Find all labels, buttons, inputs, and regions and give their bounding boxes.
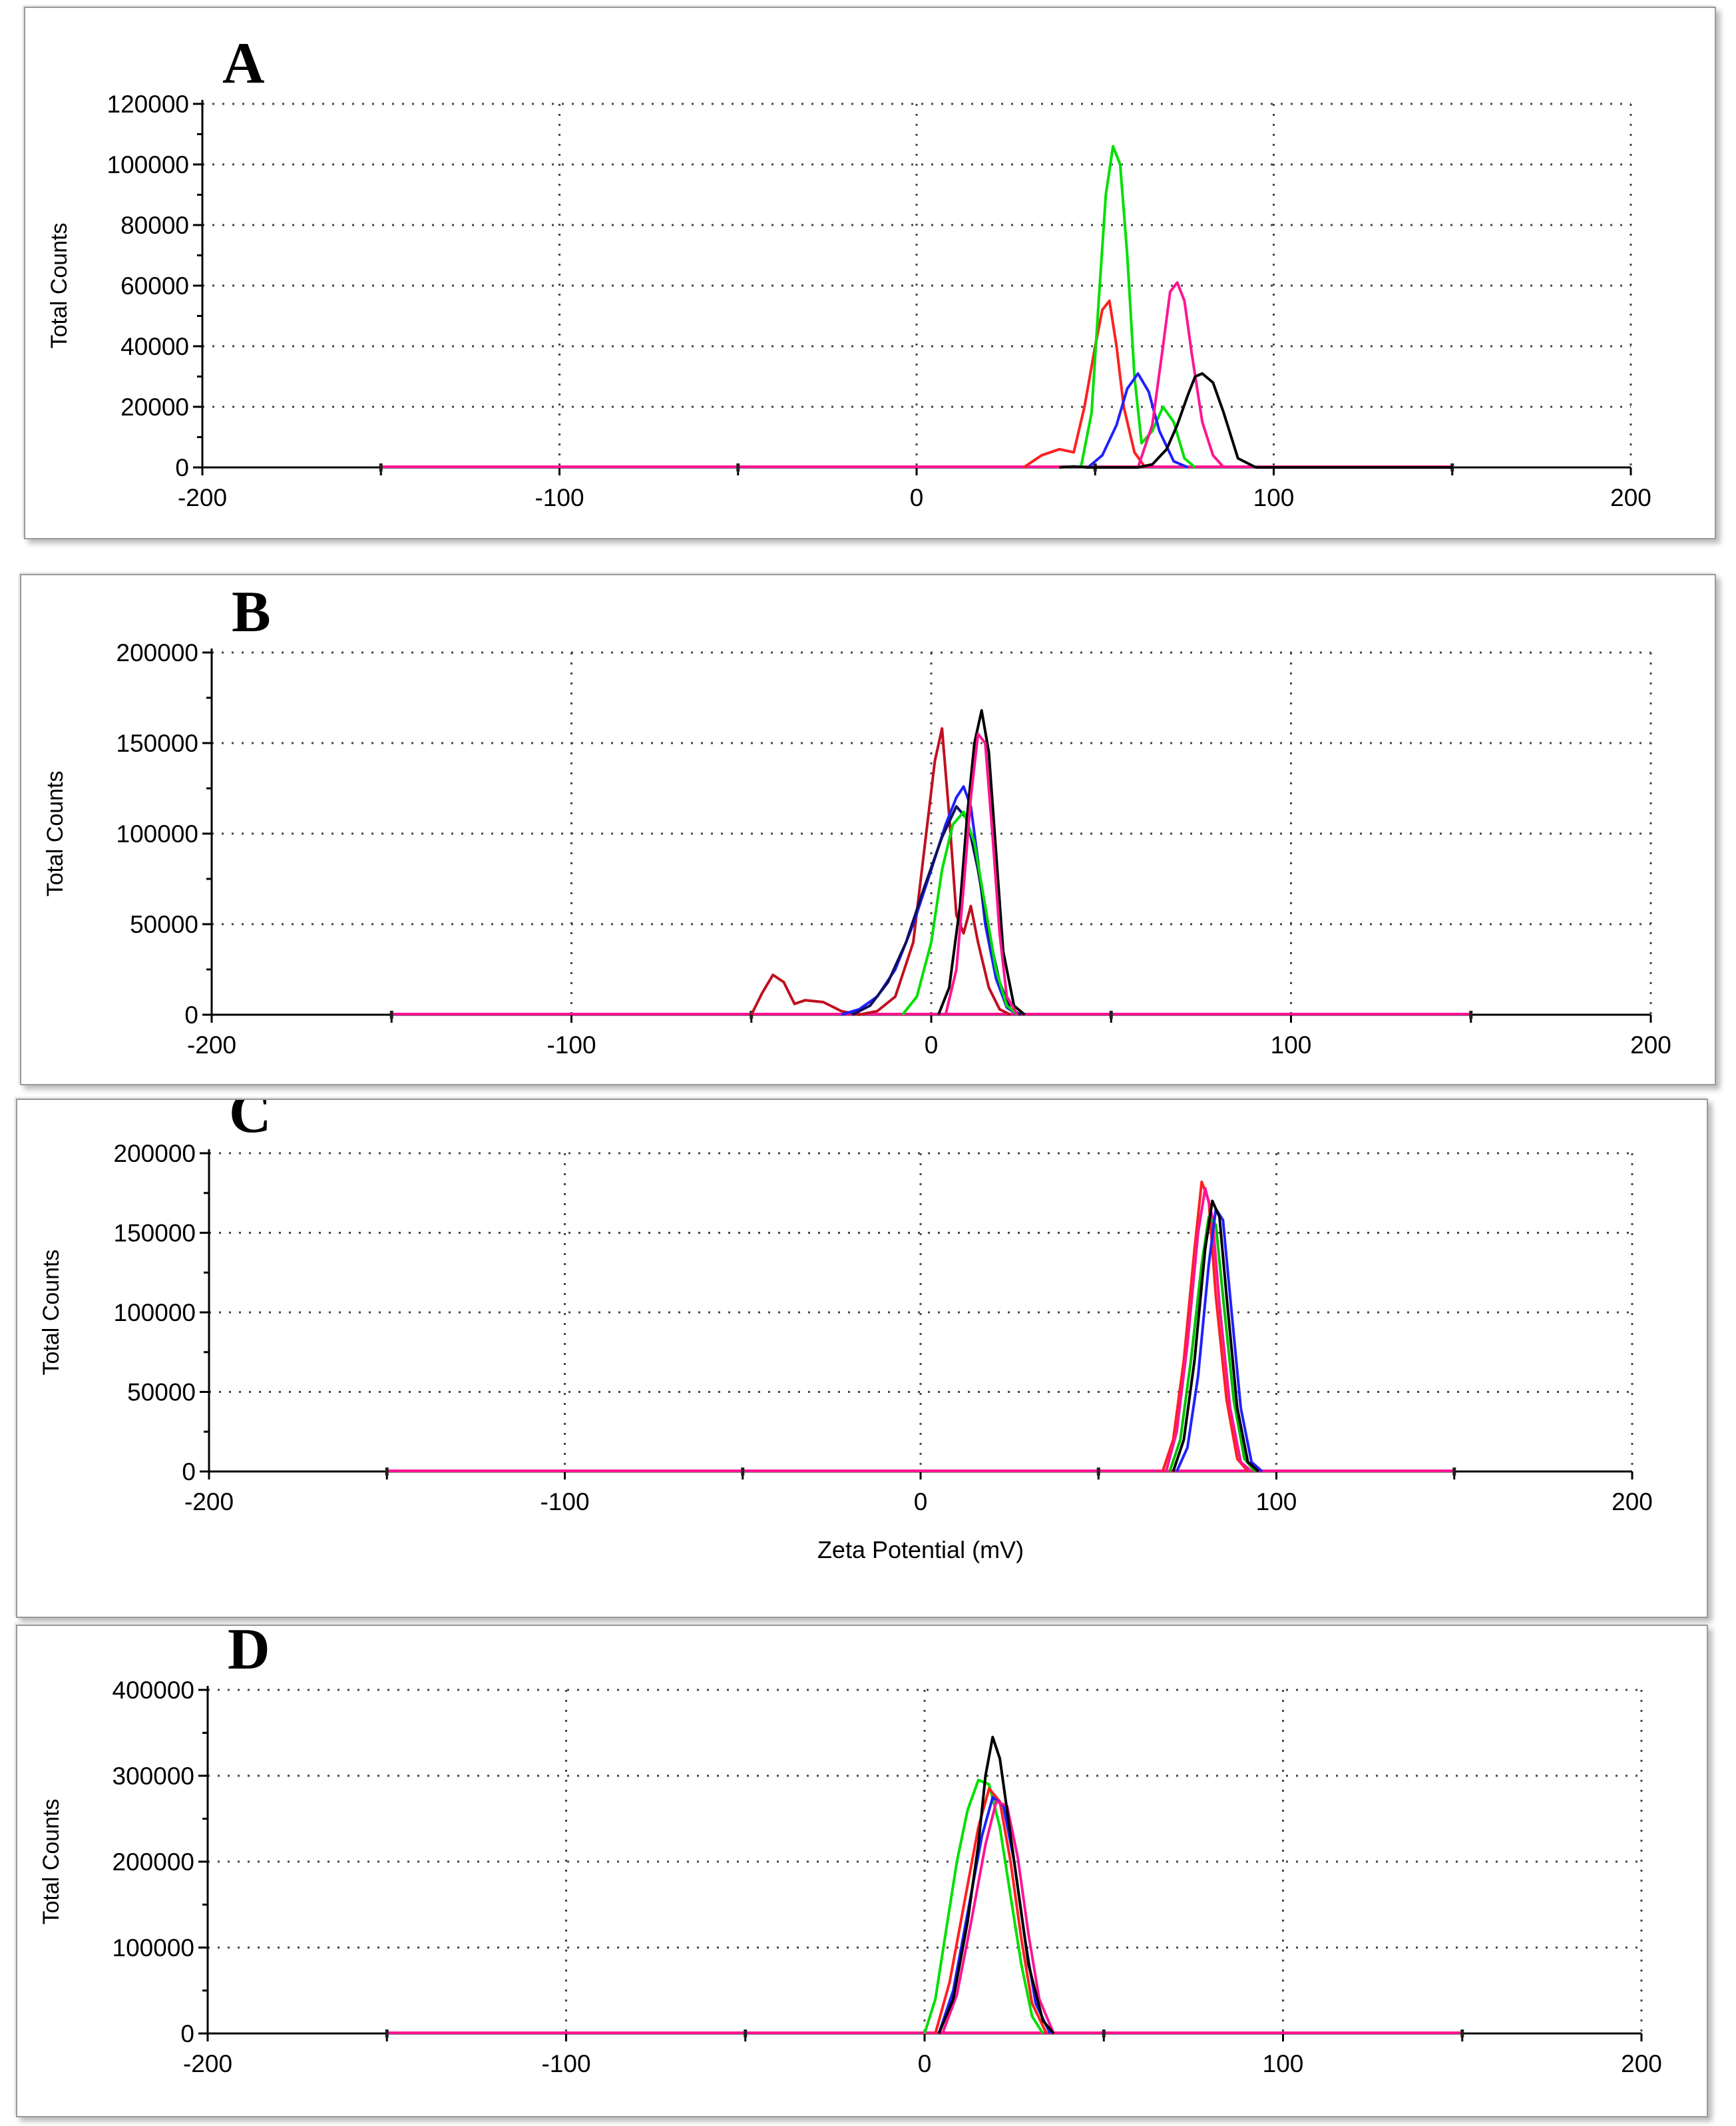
series-line-pink bbox=[1164, 1187, 1253, 1473]
series-line-black bbox=[937, 709, 1026, 1016]
x-tick-label: 200 bbox=[1621, 2050, 1662, 2077]
y-tick-label: 120000 bbox=[107, 91, 189, 118]
panel-a: A 0 20000 40000 60000 80000 100000 120000 -200 -1… bbox=[24, 7, 1716, 539]
y-tick-label: 40000 bbox=[120, 333, 189, 360]
x-tick-label: 0 bbox=[918, 2050, 932, 2077]
series-line-blue bbox=[1087, 372, 1189, 469]
y-tick-label: 0 bbox=[175, 454, 189, 481]
panel-letter: D bbox=[228, 1626, 270, 1682]
y-tick-label: 150000 bbox=[114, 1220, 196, 1247]
x-tick-label: 100 bbox=[1263, 2050, 1304, 2077]
y-tick-label: 300000 bbox=[112, 1762, 194, 1790]
series-line-green bbox=[1168, 1215, 1256, 1473]
y-tick-label: 60000 bbox=[120, 272, 189, 300]
panel-d: D 0 100000 200000 300000 400000 -200 -100 0 100 20… bbox=[16, 1625, 1708, 2117]
x-tick-label: 100 bbox=[1271, 1031, 1312, 1059]
series-line-black bbox=[1172, 1199, 1260, 1473]
chart-a: A 0 20000 40000 60000 80000 100000 120000 -200 -1… bbox=[47, 31, 1651, 511]
y-tick-label: 50000 bbox=[130, 911, 198, 938]
panel-c: C 0 50000 100000 150000 200000 -200 -100 0 100 200… bbox=[16, 1099, 1708, 1618]
y-tick-label: 100000 bbox=[107, 151, 189, 178]
x-tick-label: 0 bbox=[910, 484, 924, 511]
x-tick-label: 0 bbox=[925, 1031, 939, 1059]
series-line-pink bbox=[944, 732, 1019, 1016]
x-tick-label: -200 bbox=[187, 1031, 236, 1059]
y-tick-label: 200000 bbox=[114, 1140, 196, 1167]
x-tick-label: 100 bbox=[1253, 484, 1295, 511]
series-line-red bbox=[934, 1787, 1048, 2034]
y-tick-label: 400000 bbox=[112, 1677, 194, 1704]
y-tick-label: 0 bbox=[180, 2020, 194, 2047]
y-tick-label: 0 bbox=[182, 1458, 196, 1485]
series-line-pink bbox=[1136, 281, 1225, 469]
series-line-black bbox=[937, 1735, 1055, 2035]
series-line-dark-red bbox=[750, 727, 1011, 1016]
x-tick-label: -100 bbox=[540, 1488, 589, 1515]
x-tick-label: 0 bbox=[914, 1488, 928, 1515]
x-tick-label: -100 bbox=[541, 2050, 590, 2077]
series-line-green bbox=[901, 810, 1018, 1016]
panel-letter: A bbox=[222, 31, 265, 96]
x-tick-label: -200 bbox=[184, 1488, 234, 1515]
panel-letter: B bbox=[232, 580, 271, 645]
x-tick-label: -100 bbox=[546, 1031, 596, 1059]
chart-b: B 0 50000 100000 150000 200000 -200 -100 0 100 200… bbox=[43, 580, 1671, 1059]
x-tick-label: 200 bbox=[1630, 1031, 1671, 1059]
series-line-pink bbox=[941, 1800, 1055, 2034]
y-axis-label: Total Counts bbox=[47, 223, 72, 349]
y-tick-label: 100000 bbox=[114, 1299, 196, 1326]
y-tick-label: 200000 bbox=[112, 1848, 194, 1876]
x-tick-label: -100 bbox=[535, 484, 584, 511]
x-tick-label: -200 bbox=[178, 484, 227, 511]
panel-letter: C bbox=[229, 1100, 272, 1145]
series-line-green bbox=[1079, 144, 1196, 469]
x-tick-label: -200 bbox=[183, 2050, 232, 2077]
chart-d: D 0 100000 200000 300000 400000 -200 -100 0 100 20… bbox=[39, 1626, 1662, 2077]
y-tick-label: 0 bbox=[184, 1001, 198, 1029]
x-axis-label: Zeta Potential (mV) bbox=[817, 1536, 1024, 1563]
x-tick-label: 200 bbox=[1612, 1488, 1653, 1515]
x-tick-label: 100 bbox=[1256, 1488, 1297, 1515]
y-tick-label: 20000 bbox=[120, 394, 189, 421]
y-tick-label: 100000 bbox=[116, 820, 198, 848]
series-line-black bbox=[1059, 372, 1452, 469]
y-tick-label: 80000 bbox=[120, 212, 189, 239]
y-tick-label: 100000 bbox=[112, 1934, 194, 1962]
y-axis-label: Total Counts bbox=[39, 1250, 64, 1376]
y-tick-label: 50000 bbox=[127, 1379, 196, 1406]
series-line-red bbox=[1022, 299, 1147, 469]
y-axis-label: Total Counts bbox=[43, 771, 68, 897]
panel-b: B 0 50000 100000 150000 200000 -200 -100 0 100 200… bbox=[20, 574, 1716, 1085]
chart-c: C 0 50000 100000 150000 200000 -200 -100 0 100 200… bbox=[39, 1100, 1653, 1563]
y-tick-label: 200000 bbox=[116, 639, 198, 666]
x-tick-label: 200 bbox=[1610, 484, 1651, 511]
y-tick-label: 150000 bbox=[116, 730, 198, 757]
y-axis-label: Total Counts bbox=[39, 1799, 64, 1925]
